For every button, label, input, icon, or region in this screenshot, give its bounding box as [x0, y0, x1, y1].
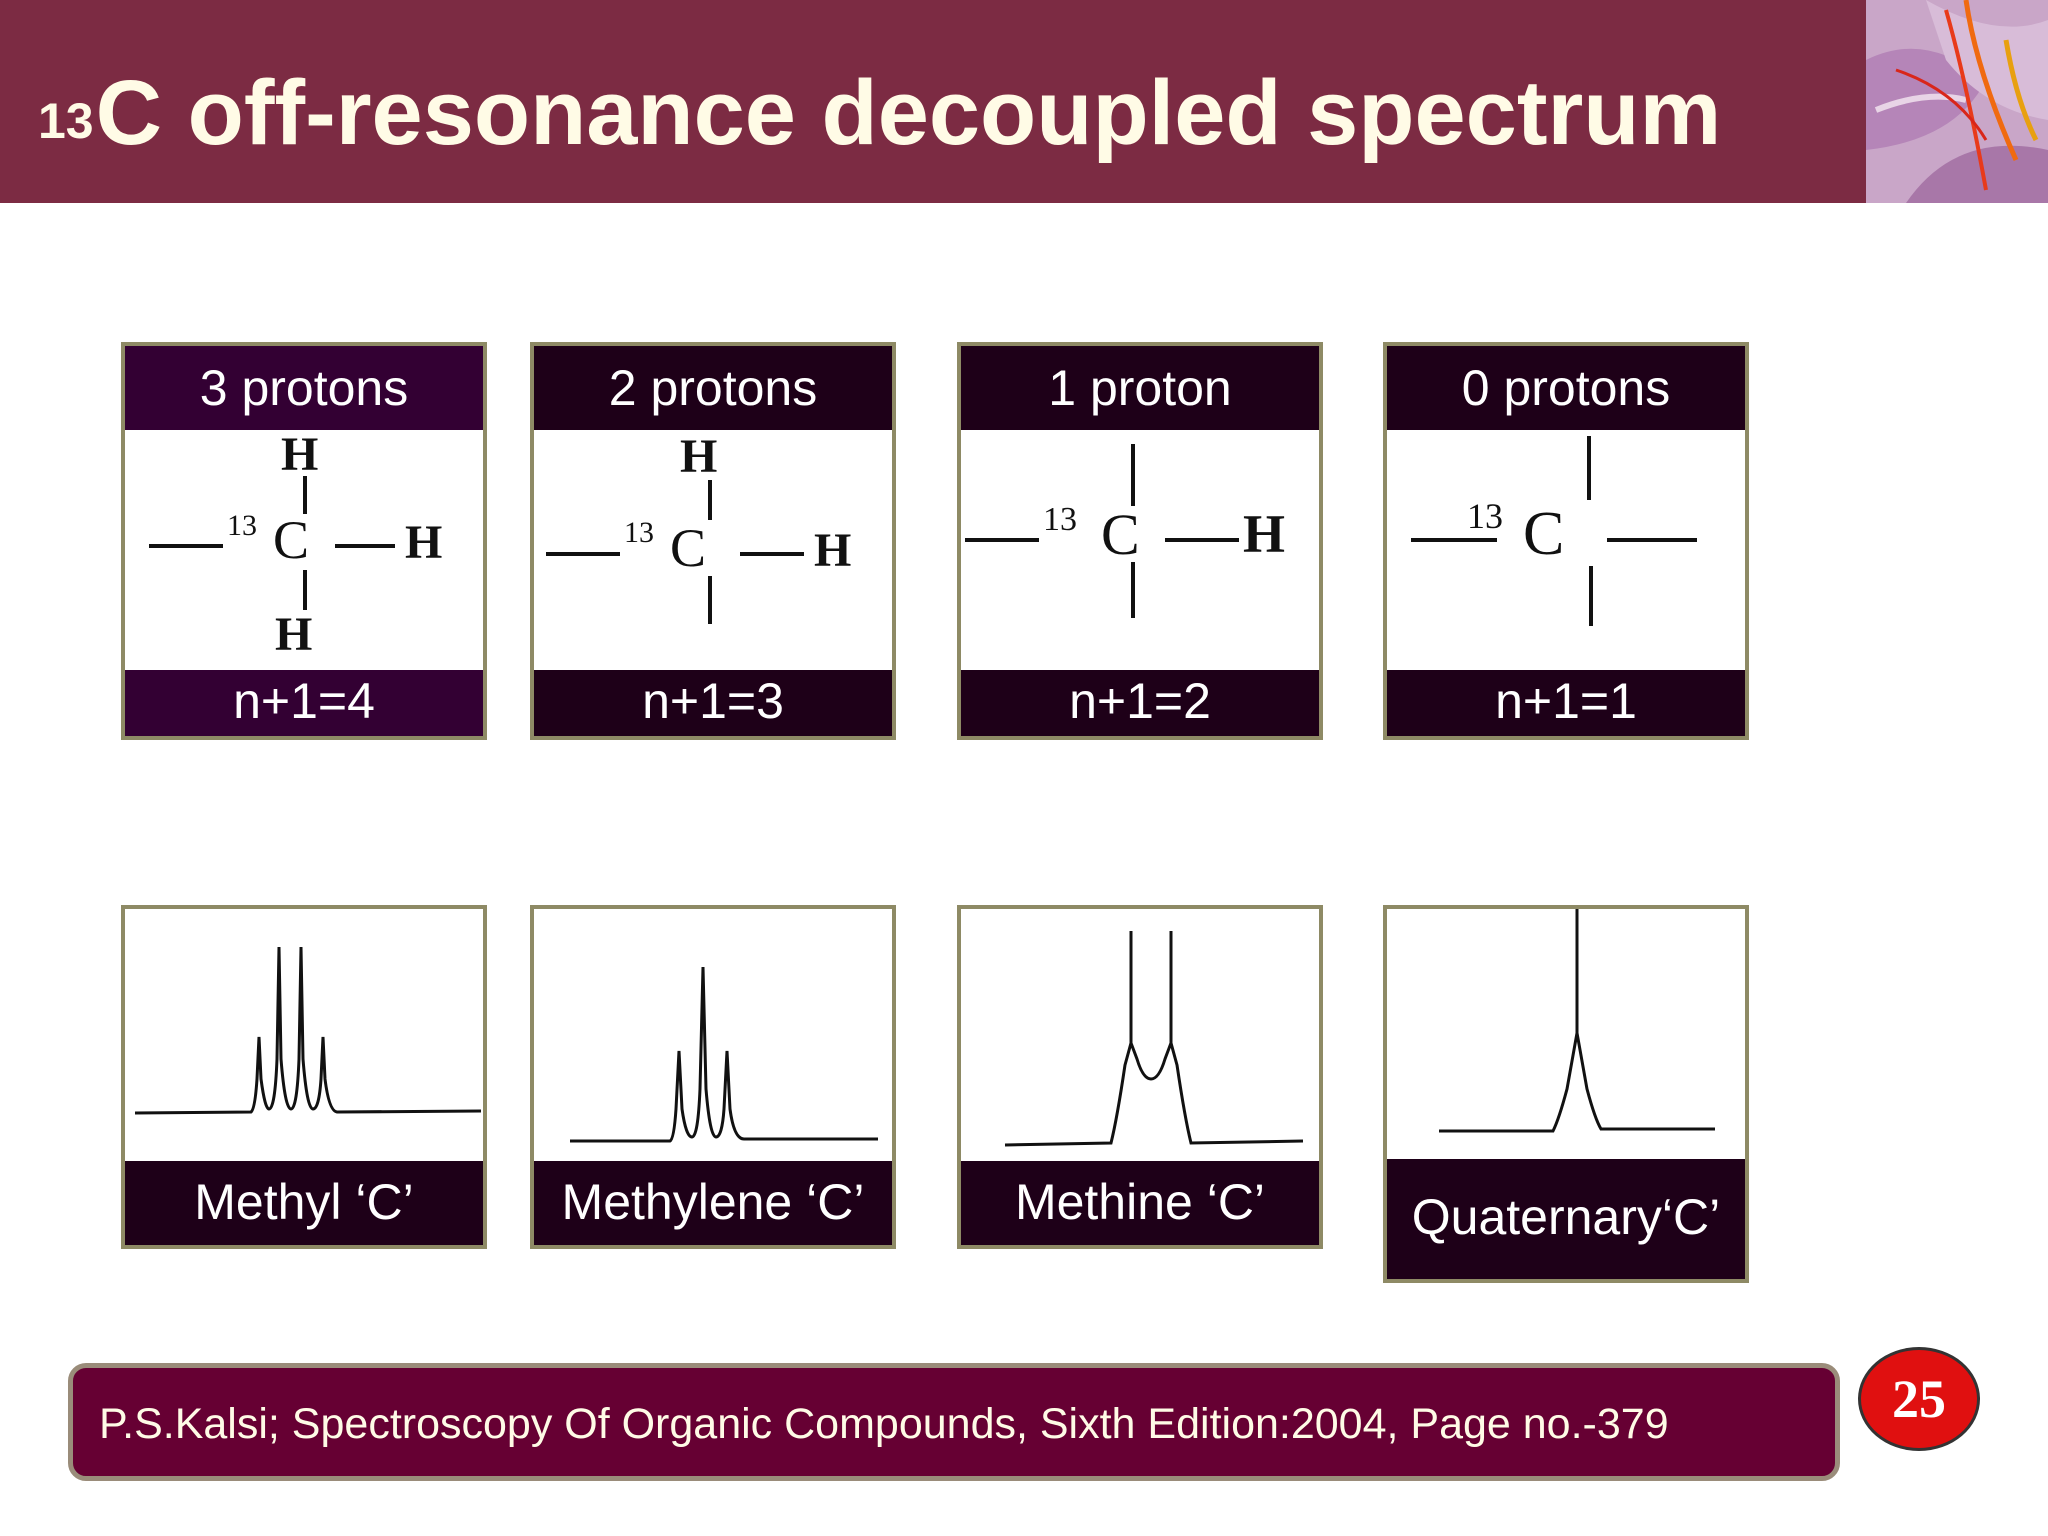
- methyl-structure-diagram: H H H 13 C: [149, 430, 442, 661]
- hydrogen-atom-top: H: [680, 430, 717, 483]
- spectrum-card-methine: Methine ‘C’: [957, 905, 1323, 1249]
- title-superscript: 13: [38, 93, 94, 149]
- multiplicity-rule: n+1=3: [534, 670, 892, 736]
- structure-card-methine: 1 proton H 13 C n+1=2: [957, 342, 1323, 740]
- title-bar: 13C off-resonance decoupled spectrum: [0, 0, 1866, 203]
- multiplicity-rule: n+1=2: [961, 670, 1319, 736]
- carbon-type-label: Methylene ‘C’: [534, 1161, 892, 1245]
- structure-card-methylene: 2 protons H H 13 C n+1=3: [530, 342, 896, 740]
- multiplicity-rule: n+1=4: [125, 670, 483, 736]
- multiplicity-rule: n+1=1: [1387, 670, 1745, 736]
- carbon-atom: C: [670, 518, 706, 578]
- structure-card-quaternary: 0 protons 13 C n+1=1: [1383, 342, 1749, 740]
- carbon-atom: C: [273, 510, 309, 570]
- hydrogen-atom-top: H: [281, 430, 318, 481]
- spectrum-card-methyl: Methyl ‘C’: [121, 905, 487, 1249]
- hydrogen-atom-right: H: [814, 524, 851, 577]
- carbon-atom: C: [1101, 502, 1140, 567]
- carbon-type-label: Quaternary‘C’: [1387, 1159, 1745, 1279]
- saffron-flower-image: [1866, 0, 2048, 203]
- carbon-type-label: Methyl ‘C’: [125, 1161, 483, 1245]
- slide-title: 13C off-resonance decoupled spectrum: [38, 58, 1721, 168]
- spectrum-card-methylene: Methylene ‘C’: [530, 905, 896, 1249]
- isotope-label: 13: [624, 516, 654, 549]
- quartet-spectrum: [134, 946, 482, 1115]
- quaternary-structure-diagram: 13 C: [1411, 436, 1697, 626]
- proton-count-label: 2 protons: [534, 346, 892, 430]
- structure-card-methyl: 3 protons H H H 13 C n+1=4: [121, 342, 487, 740]
- reference-citation: P.S.Kalsi; Spectroscopy Of Organic Compo…: [99, 1400, 1669, 1448]
- proton-count-label: 3 protons: [125, 346, 483, 430]
- methine-structure-diagram: H 13 C: [965, 444, 1285, 618]
- methylene-structure-diagram: H H 13 C: [546, 430, 851, 624]
- isotope-label: 13: [227, 509, 257, 542]
- hydrogen-atom-right: H: [405, 516, 442, 569]
- triplet-spectrum: [570, 966, 878, 1143]
- page-number-badge: 25: [1858, 1347, 1980, 1451]
- isotope-label: 13: [1043, 501, 1077, 538]
- isotope-label: 13: [1467, 496, 1503, 536]
- doublet-spectrum: [1004, 931, 1304, 1147]
- hydrogen-atom-bottom: H: [275, 608, 312, 661]
- hydrogen-atom-right: H: [1243, 504, 1285, 564]
- carbon-atom: C: [1523, 500, 1564, 568]
- singlet-spectrum: [1439, 909, 1715, 1133]
- proton-count-label: 0 protons: [1387, 346, 1745, 430]
- reference-bar: P.S.Kalsi; Spectroscopy Of Organic Compo…: [68, 1363, 1840, 1481]
- proton-count-label: 1 proton: [961, 346, 1319, 430]
- carbon-type-label: Methine ‘C’: [961, 1161, 1319, 1245]
- title-text: C off-resonance decoupled spectrum: [95, 62, 1722, 164]
- spectrum-card-quaternary: Quaternary‘C’: [1383, 905, 1749, 1283]
